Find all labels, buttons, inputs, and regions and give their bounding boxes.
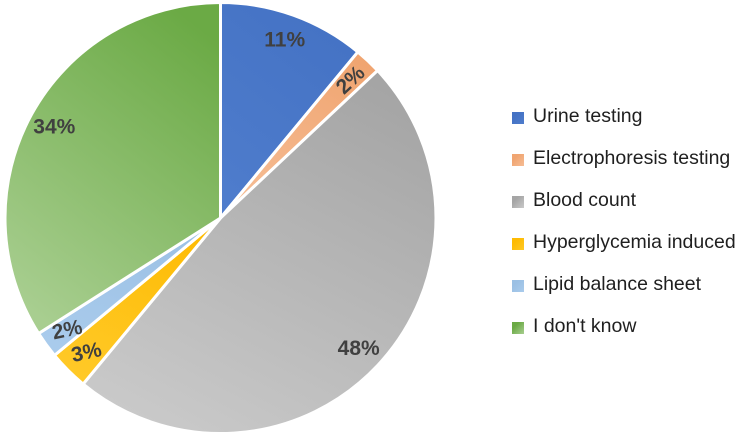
pie-slice-blood-count: [81, 68, 438, 435]
pie-slice-i-don-t-know: [3, 1, 222, 335]
legend-item-electrophoresis-testing: Electrophoresis testing: [512, 139, 736, 181]
legend: Urine testing Electrophoresis testing Bloo…: [512, 97, 736, 349]
legend-item-i-don-t-know: I don't know: [512, 307, 736, 349]
legend-label: Urine testing: [533, 105, 643, 128]
legend-label: I don't know: [533, 315, 637, 338]
slice-label-blood-count: 48%: [338, 337, 380, 360]
legend-label: Hyperglycemia induced: [533, 231, 736, 254]
legend-label: Blood count: [533, 189, 636, 212]
legend-label: Lipid balance sheet: [533, 273, 702, 296]
pie-slice-urine-testing: [219, 1, 360, 220]
legend-item-hyperglycemia-induced: Hyperglycemia induced: [512, 223, 736, 265]
pie-chart: 11%2%48%3%2%34%: [3, 1, 438, 435]
legend-item-lipid-balance-sheet: Lipid balance sheet: [512, 265, 736, 307]
legend-swatch-icon: [512, 112, 524, 124]
legend-swatch-icon: [512, 322, 524, 334]
legend-item-blood-count: Blood count: [512, 181, 736, 223]
slice-label-urine-testing: 11%: [264, 29, 305, 52]
legend-swatch-icon: [512, 196, 524, 208]
legend-item-urine-testing: Urine testing: [512, 97, 736, 139]
legend-swatch-icon: [512, 280, 524, 292]
slice-label-i-don-t-know: 34%: [33, 116, 75, 139]
legend-swatch-icon: [512, 154, 524, 166]
legend-label: Electrophoresis testing: [533, 147, 731, 170]
legend-swatch-icon: [512, 238, 524, 250]
